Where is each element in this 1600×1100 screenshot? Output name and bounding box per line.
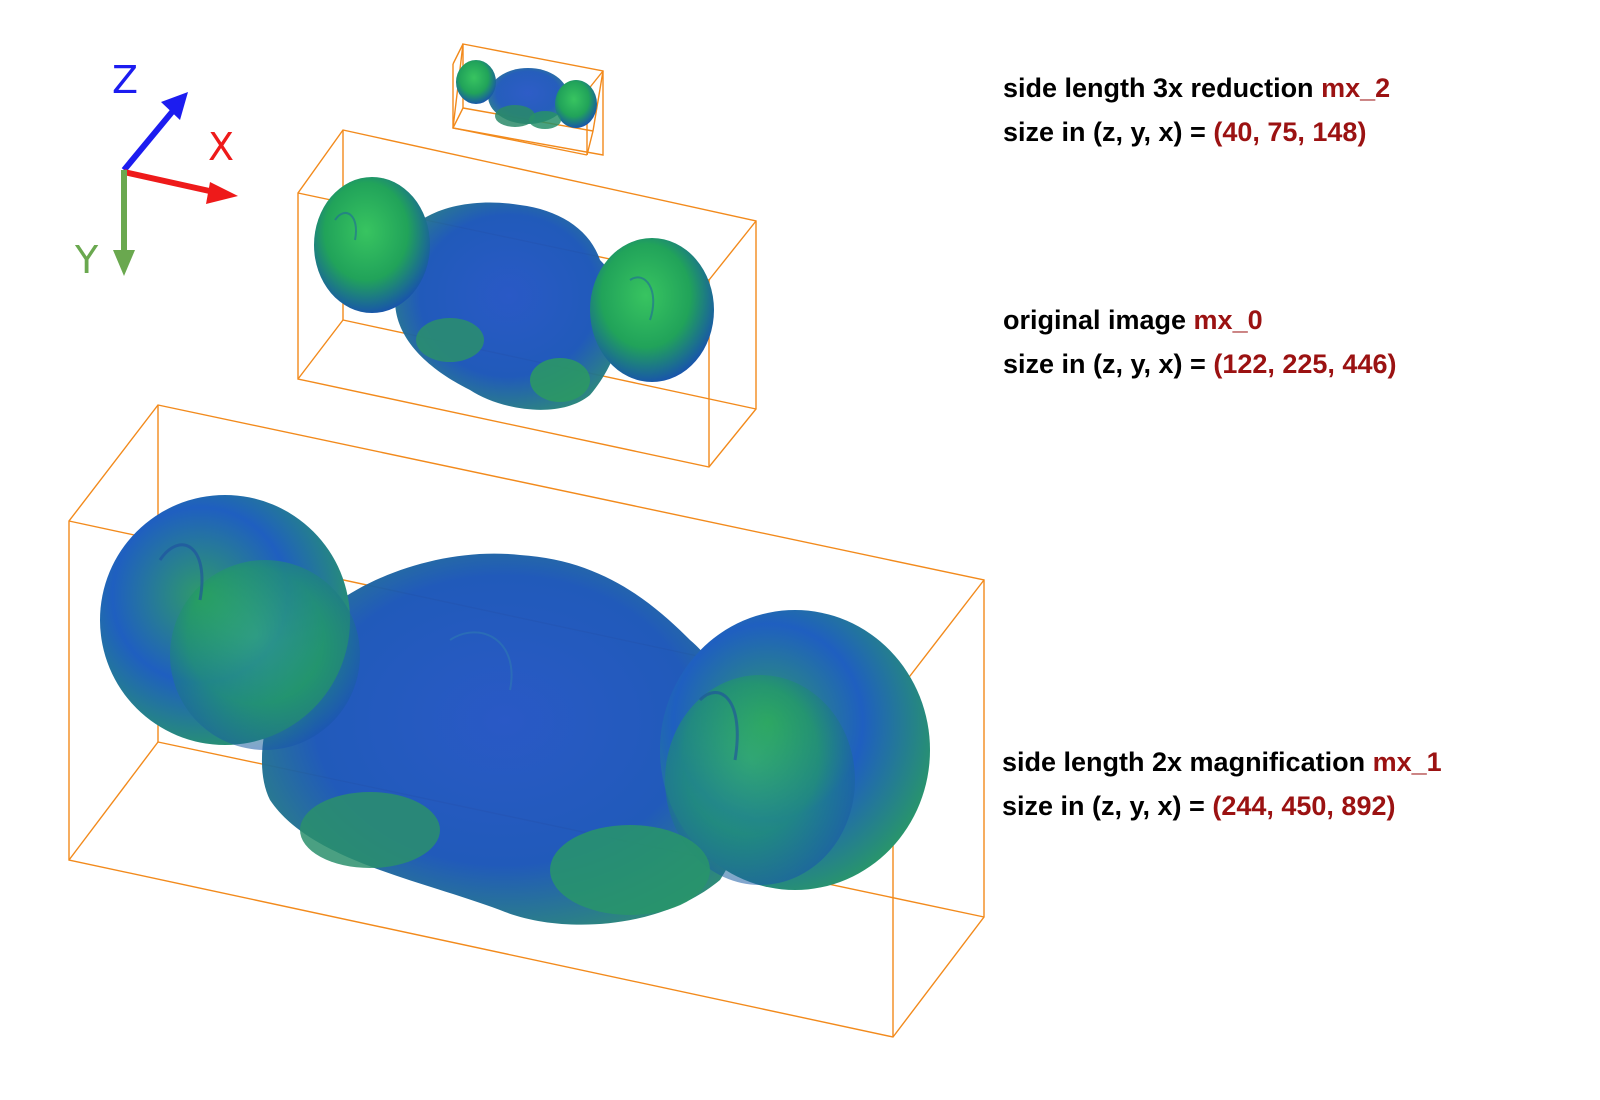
axis-triad: Z X Y: [74, 58, 238, 282]
z-axis-label: Z: [112, 58, 138, 102]
volume-mx1: [68, 404, 985, 1038]
z-axis-arrowhead: [161, 92, 188, 120]
caption-mx0-name: mx_0: [1193, 305, 1263, 335]
y-axis-arrowhead: [113, 250, 135, 276]
caption-mx1-size: (244, 450, 892): [1212, 791, 1396, 821]
caption-mx2-size-prefix: size in (z, y, x) =: [1003, 117, 1214, 147]
brain-render-mx2: [456, 60, 597, 129]
caption-mx1-size-prefix: size in (z, y, x) =: [1002, 791, 1213, 821]
caption-mx1-name: mx_1: [1372, 747, 1442, 777]
caption-mx0-line2: size in (z, y, x) = (122, 225, 446): [1003, 342, 1396, 386]
volume-mx0: [297, 129, 757, 468]
caption-mx1-desc: side length 2x magnification: [1002, 747, 1373, 777]
caption-mx2-line2: size in (z, y, x) = (40, 75, 148): [1003, 110, 1390, 154]
caption-mx2-desc: side length 3x reduction: [1003, 73, 1322, 103]
caption-mx2-size: (40, 75, 148): [1213, 117, 1367, 147]
brain-render-mx0: [314, 177, 714, 410]
x-axis-arrowhead: [206, 182, 238, 204]
caption-mx0-desc: original image: [1003, 305, 1194, 335]
caption-mx1-line2: size in (z, y, x) = (244, 450, 892): [1002, 784, 1442, 828]
x-axis-arrow: [123, 169, 215, 195]
caption-mx1: side length 2x magnification mx_1 size i…: [1002, 740, 1442, 828]
caption-mx0-size-prefix: size in (z, y, x) =: [1003, 349, 1214, 379]
caption-mx0: original image mx_0 size in (z, y, x) = …: [1003, 298, 1396, 386]
caption-mx2-line1: side length 3x reduction mx_2: [1003, 66, 1390, 110]
caption-mx2: side length 3x reduction mx_2 size in (z…: [1003, 66, 1390, 154]
caption-mx1-line1: side length 2x magnification mx_1: [1002, 740, 1442, 784]
caption-mx2-name: mx_2: [1321, 73, 1391, 103]
x-axis-label: X: [208, 125, 234, 169]
z-axis-arrow: [121, 104, 180, 172]
caption-mx0-size: (122, 225, 446): [1213, 349, 1397, 379]
caption-mx0-line1: original image mx_0: [1003, 298, 1396, 342]
volume-mx2: [452, 43, 604, 156]
y-axis-label: Y: [74, 238, 99, 282]
brain-render-mx1: [100, 495, 930, 925]
